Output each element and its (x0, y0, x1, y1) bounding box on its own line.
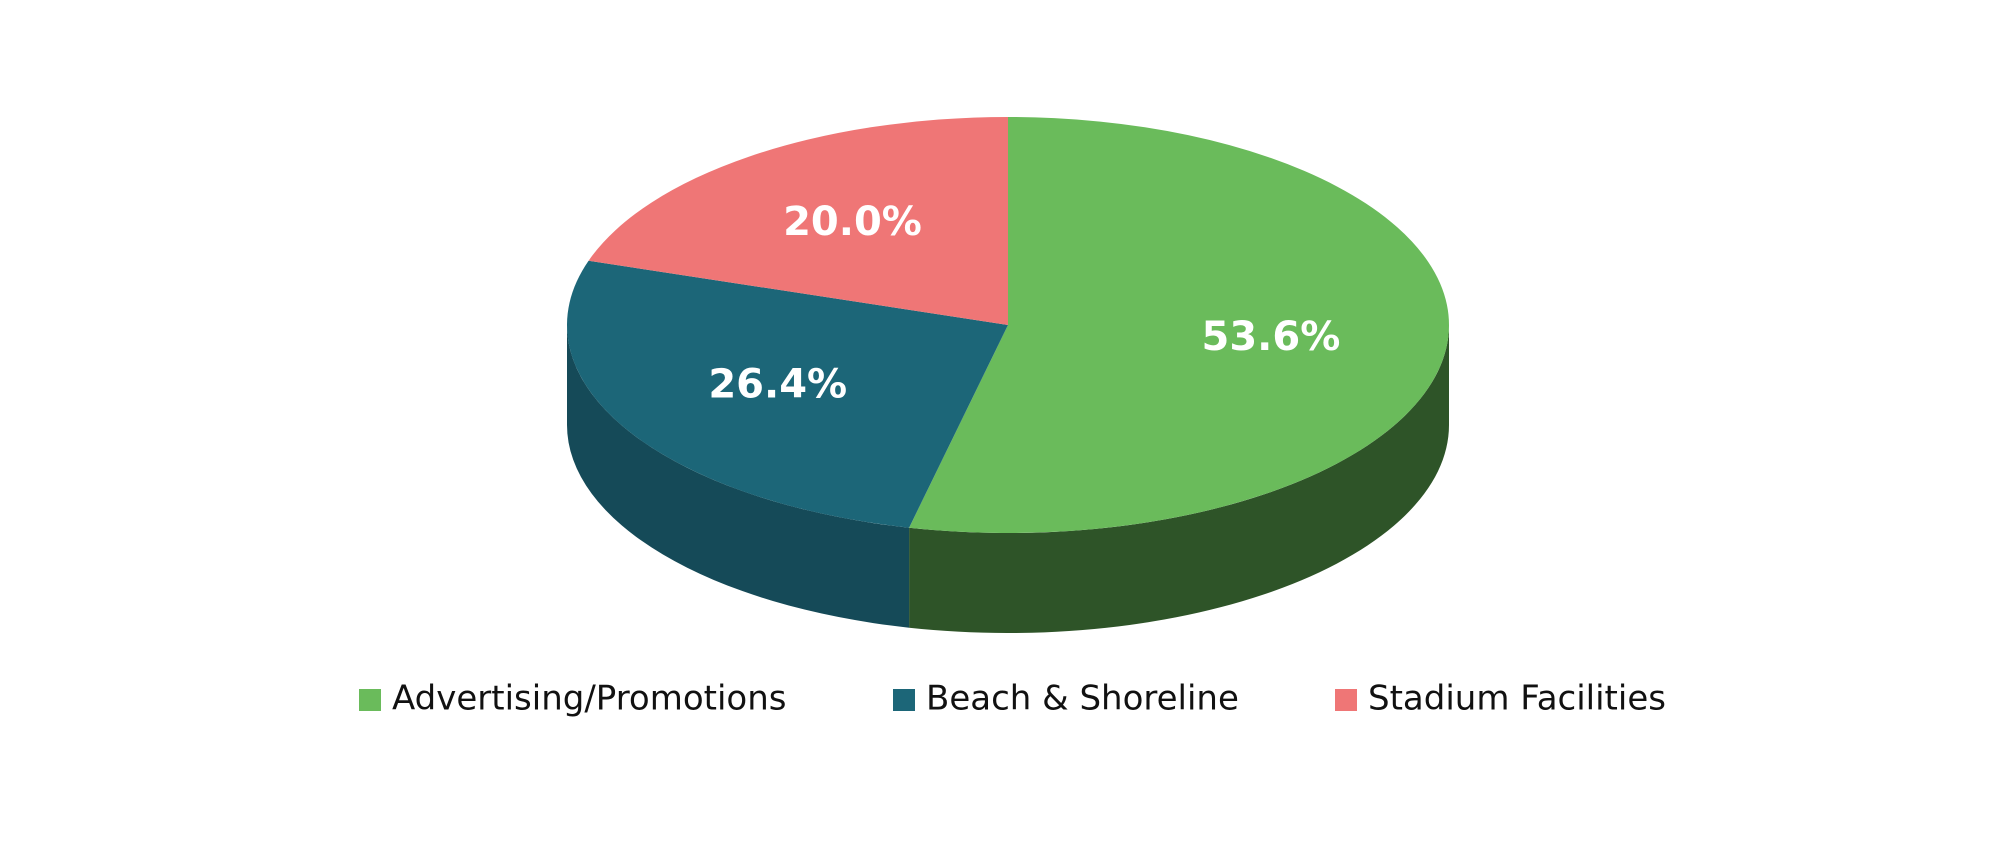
legend-marker (359, 689, 381, 711)
data-label: 53.6% (1202, 314, 1341, 360)
legend-label: Beach & Shoreline (926, 679, 1239, 719)
slice (909, 117, 1449, 533)
legend-marker (1335, 689, 1357, 711)
legend-label: Stadium Facilities (1368, 679, 1666, 719)
slice (588, 117, 1008, 325)
legend-marker (893, 689, 915, 711)
legend-label: Advertising/Promotions (392, 679, 787, 719)
slice-side (567, 325, 910, 628)
data-label: 26.4% (708, 361, 847, 407)
slice (566, 260, 1008, 528)
slice-side (909, 325, 1449, 634)
data-label: 20.0% (783, 199, 922, 245)
